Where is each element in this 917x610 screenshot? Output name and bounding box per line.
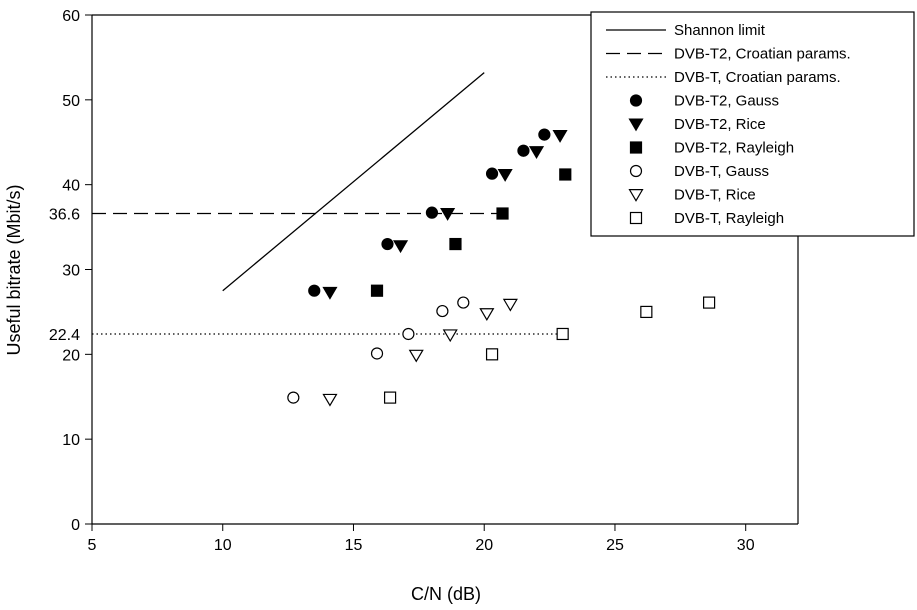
legend-swatch-marker (631, 142, 642, 153)
legend-swatch-marker (631, 95, 642, 106)
data-point (504, 299, 517, 310)
y-tick-label: 20 (62, 347, 80, 364)
x-tick-label: 15 (345, 537, 363, 554)
y-axis-title: Useful bitrate (Mbit/s) (4, 184, 24, 355)
data-point (444, 330, 457, 341)
legend-label: DVB-T2, Croatian params. (674, 46, 851, 63)
y-reference-label: 36.6 (49, 207, 80, 224)
data-point (385, 392, 396, 403)
data-point (539, 129, 550, 140)
data-point (382, 239, 393, 250)
data-point (450, 239, 461, 250)
data-point (403, 328, 414, 339)
y-tick-label: 60 (62, 8, 80, 25)
y-tick-label: 30 (62, 263, 80, 280)
data-point (704, 297, 715, 308)
data-point (323, 394, 336, 405)
data-point (499, 170, 512, 181)
data-point (487, 168, 498, 179)
x-tick-label: 25 (606, 537, 624, 554)
y-tick-label: 40 (62, 178, 80, 195)
legend: Shannon limit DVB-T2, Croatian params. DVB… (591, 12, 914, 236)
series-6 (288, 297, 469, 403)
series-5 (372, 169, 571, 296)
data-point (372, 348, 383, 359)
legend-label: DVB-T2, Rice (674, 116, 766, 133)
legend-label: DVB-T, Rice (674, 187, 756, 204)
x-tick-label: 10 (214, 537, 232, 554)
data-point (530, 147, 543, 158)
data-point (410, 350, 423, 361)
data-point (480, 309, 493, 320)
series-4 (323, 131, 566, 299)
data-point (309, 285, 320, 296)
data-point (560, 169, 571, 180)
series-8 (385, 297, 715, 403)
x-axis-title: C/N (dB) (411, 584, 481, 604)
series-0 (223, 73, 484, 291)
data-point (458, 297, 469, 308)
y-tick-label: 10 (62, 432, 80, 449)
legend-label: DVB-T2, Rayleigh (674, 140, 794, 157)
legend-swatch-marker (631, 213, 642, 224)
data-point (372, 285, 383, 296)
legend-swatch-marker (631, 166, 642, 177)
data-point (497, 208, 508, 219)
y-reference-label: 22.4 (49, 327, 80, 344)
legend-label: Shannon limit (674, 22, 766, 39)
data-point (557, 328, 568, 339)
data-point (641, 306, 652, 317)
data-point (518, 145, 529, 156)
y-tick-label: 50 (62, 93, 80, 110)
series-3 (309, 129, 550, 296)
legend-label: DVB-T2, Gauss (674, 93, 779, 110)
data-point (437, 306, 448, 317)
x-tick-label: 20 (475, 537, 493, 554)
data-point (394, 241, 407, 252)
data-point (441, 209, 454, 220)
x-tick-label: 5 (88, 537, 97, 554)
data-point (323, 288, 336, 299)
data-point (426, 207, 437, 218)
data-point (487, 349, 498, 360)
series-line (223, 73, 484, 291)
data-point (554, 131, 567, 142)
x-tick-label: 30 (737, 537, 755, 554)
data-point (288, 392, 299, 403)
y-tick-label: 0 (71, 517, 80, 534)
legend-label: DVB-T, Rayleigh (674, 210, 784, 227)
legend-label: DVB-T, Gauss (674, 163, 769, 180)
legend-label: DVB-T, Croatian params. (674, 69, 841, 86)
